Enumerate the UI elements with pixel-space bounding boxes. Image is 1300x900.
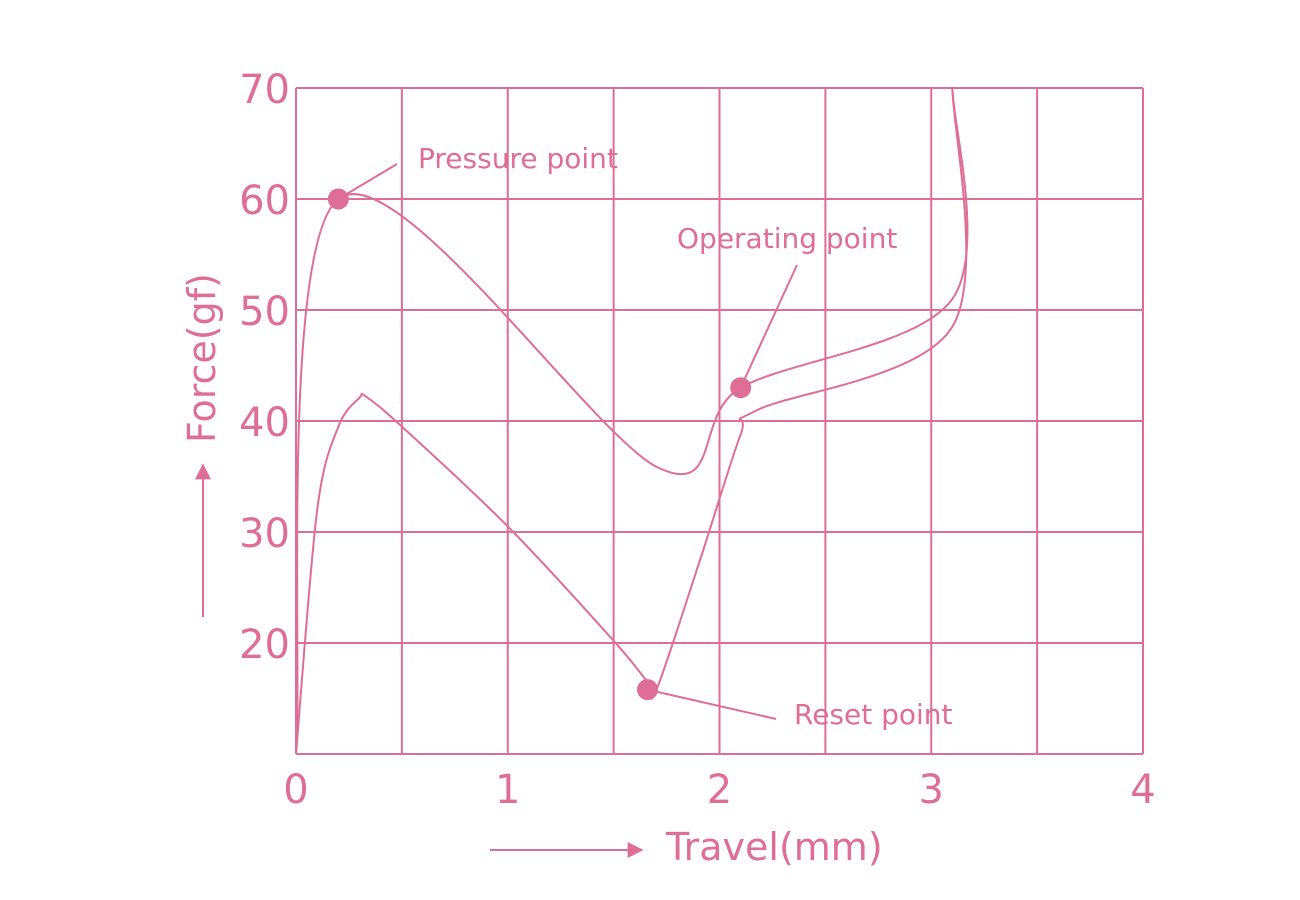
- curve-group: [295, 87, 969, 755]
- y-axis-title: Force(gf): [180, 273, 224, 443]
- annotation-label-group: Pressure point Operating point Reset point: [418, 142, 953, 731]
- reset-point-leader: [647, 688, 777, 720]
- pressure-point-label: Pressure point: [418, 142, 618, 175]
- x-axis-title: Travel(mm): [665, 825, 883, 869]
- return-curve: [295, 87, 968, 755]
- x-tick-label: 0: [283, 767, 308, 813]
- plot-grid: [295, 87, 1144, 755]
- x-tick-label: 2: [707, 767, 732, 813]
- y-tick-group: 20 30 40 50 60 70: [239, 67, 290, 668]
- pressure-point-leader: [337, 163, 398, 200]
- press-curve: [295, 87, 969, 755]
- operating-point-marker: [730, 377, 752, 399]
- reset-point-marker: [637, 679, 659, 701]
- x-tick-label: 1: [495, 767, 520, 813]
- annotation-leader-group: [337, 163, 798, 720]
- x-tick-label: 4: [1130, 767, 1155, 813]
- y-tick-label: 20: [239, 622, 290, 668]
- pressure-point-marker: [327, 188, 349, 210]
- operating-point-label: Operating point: [677, 222, 897, 255]
- reset-point-label: Reset point: [794, 698, 953, 731]
- y-tick-label: 30: [239, 511, 290, 557]
- x-tick-label: 3: [919, 767, 944, 813]
- y-tick-label: 40: [239, 400, 290, 446]
- y-tick-label: 70: [239, 67, 290, 113]
- y-tick-label: 60: [239, 178, 290, 224]
- x-tick-group: 0 1 2 3 4: [283, 767, 1155, 813]
- marker-group: [327, 188, 752, 701]
- y-tick-label: 50: [239, 289, 290, 335]
- operating-point-leader: [739, 264, 798, 389]
